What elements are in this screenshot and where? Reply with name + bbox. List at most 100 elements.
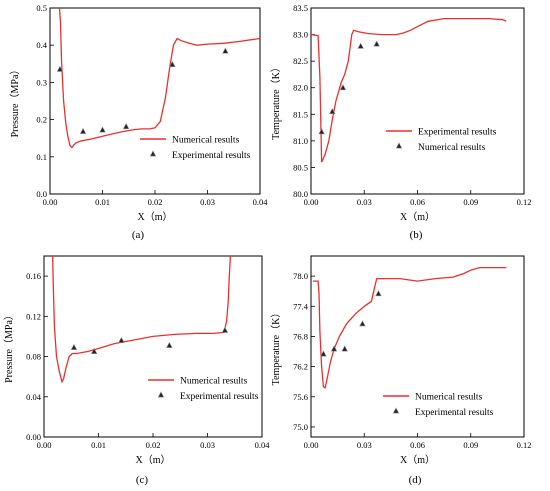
y-tick-label: 76.2 [293,362,308,372]
x-tick-label: 0.02 [148,197,163,207]
y-tick-label: 82.0 [293,83,308,93]
data-point-marker [329,107,336,115]
data-point-marker [222,47,229,54]
x-tick-label: 0.04 [255,440,271,450]
y-axis-label: Pressure（MPa） [3,310,15,383]
numerical-line [311,17,507,163]
legend-label-marker: Numerical results [418,143,486,153]
chart-panel-3: 0.00 0.01 0.02 0.03 0.04 0.00 0.04 0.08 0.12 0.16… [3,255,271,486]
y-tick-label: 0.1 [36,152,47,162]
data-point-marker [357,42,364,49]
chart-panel-2: 0.00 0.03 0.06 0.09 0.12 80.0 80.5 81.0 81.5 82.0… [270,3,531,241]
data-point-marker [99,126,106,133]
y-tick-label: 0.2 [36,115,47,125]
x-tick-label: 0.00 [304,197,319,207]
y-tick-label: 0.0 [36,189,47,199]
x-tick-label: 0.12 [517,197,532,207]
y-tick-label: 0.00 [26,432,41,442]
x-tick-label: 0.01 [91,440,106,450]
data-point-marker [90,347,98,354]
legend-label-line: Numerical results [172,136,240,146]
chart-panel-4: 0.00 0.03 0.06 0.09 0.12 75.0 75.6 76.2 76.8 77.4… [270,255,532,486]
data-point-marker [373,40,380,47]
data-point-marker [339,84,347,91]
data-point-marker [166,341,173,348]
legend-label-line: Numerical results [415,393,483,403]
y-tick-label: 0.4 [36,40,47,50]
x-tick-label: 0.03 [200,197,215,207]
data-point-marker [79,127,87,134]
numerical-line [52,256,232,384]
y-tick-label: 77.4 [293,301,309,311]
plot-frame [49,7,261,195]
panel-label: (b) [410,229,423,241]
legend-label-marker: Experimental results [180,392,259,402]
legend-label-line: Numerical results [180,377,248,387]
y-tick-label: 0.08 [26,352,41,362]
panel-label: (a) [132,229,145,241]
data-point-marker [169,60,176,67]
legend-marker-swatch [395,142,403,149]
x-tick-label: 0.00 [37,440,52,450]
data-point-marker [375,290,382,297]
y-tick-label: 75.0 [293,422,308,432]
numerical-line [312,266,507,389]
x-tick-label: 0.02 [146,440,161,450]
y-axis-label: Temperature（K） [270,308,282,386]
data-point-marker [56,65,64,72]
y-tick-label: 0.04 [26,392,42,402]
x-tick-label: 0.03 [357,440,372,450]
x-tick-label: 0.00 [304,440,319,450]
data-point-marker [318,128,325,135]
data-point-marker [221,326,229,333]
y-tick-label: 75.6 [293,392,308,402]
y-tick-label: 80.5 [293,162,308,172]
y-tick-label: 82.5 [293,56,308,66]
panel-label: (d) [409,474,422,486]
x-tick-label: 0.12 [517,440,532,450]
legend: Experimental results Numerical results [386,128,497,153]
y-tick-label: 83.0 [293,30,308,40]
data-point-marker [118,336,125,343]
legend-marker-swatch [157,391,165,398]
data-point-marker [122,123,130,130]
y-tick-label: 76.8 [293,331,308,341]
x-tick-label: 0.06 [410,197,425,207]
y-tick-label: 0.12 [26,311,41,321]
data-point-marker [359,320,366,327]
x-tick-label: 0.04 [253,197,269,207]
x-tick-label: 0.01 [95,197,110,207]
x-tick-label: 0.06 [410,440,425,450]
x-axis-label: X（m） [136,454,171,466]
y-axis-label: Temperature（K） [270,62,282,140]
legend-label-marker: Experimental results [415,408,494,418]
y-tick-label: 81.5 [293,109,308,119]
x-axis-label: X（m） [400,454,435,466]
legend-label-line: Experimental results [418,128,497,138]
y-tick-label: 80.0 [293,189,308,199]
y-tick-label: 0.5 [36,3,47,13]
legend: Numerical results Experimental results [148,377,259,402]
legend-label-marker: Experimental results [172,151,251,161]
y-tick-label: 81.0 [293,136,308,146]
x-tick-label: 0.00 [43,197,58,207]
data-point-marker [330,345,338,352]
data-point-marker [341,345,348,352]
legend: Numerical results Experimental results [383,393,494,418]
legend: Numerical results Experimental results [140,136,251,161]
x-tick-label: 0.09 [463,440,478,450]
legend-marker-swatch [392,407,400,414]
y-tick-label: 0.3 [36,77,47,87]
y-tick-label: 0.16 [26,271,41,281]
numerical-line [58,8,260,149]
chart-panel-1: 0.00 0.01 0.02 0.03 0.04 0.0 0.1 0.2 0.3 0.4 0.5 X（… [9,3,268,241]
x-tick-label: 0.03 [200,440,215,450]
data-point-marker [320,350,327,357]
x-tick-label: 0.09 [463,197,478,207]
x-axis-label: X（m） [138,211,173,223]
y-tick-label: 78.0 [293,271,308,281]
y-axis-label: Pressure（MPa） [9,65,21,138]
x-tick-label: 0.03 [357,197,372,207]
x-axis-label: X（m） [400,211,435,223]
